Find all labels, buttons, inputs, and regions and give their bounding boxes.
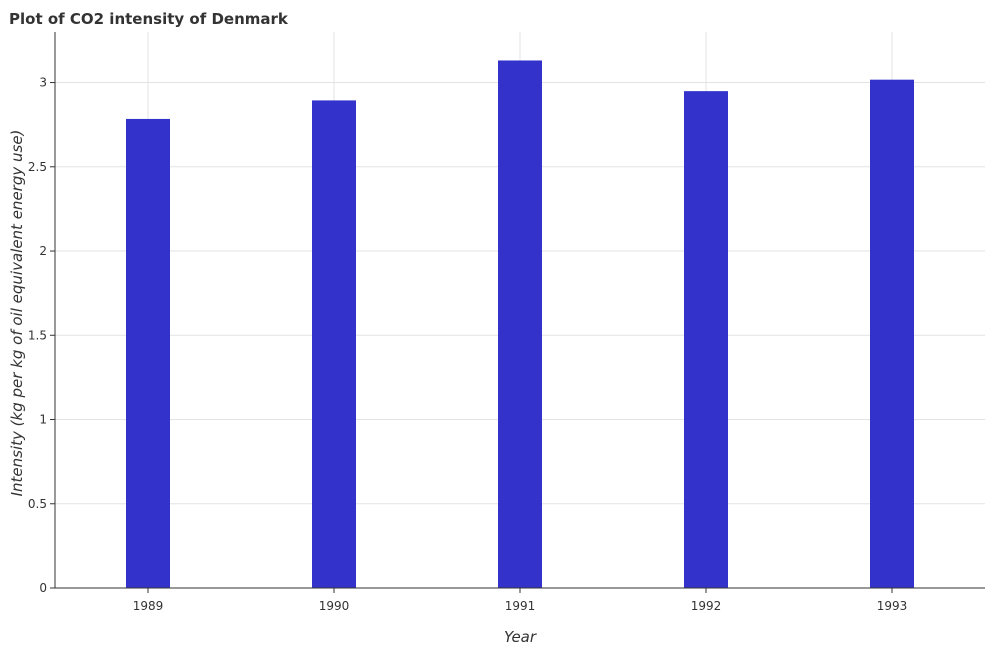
chart-title: Plot of CO2 intensity of Denmark — [9, 10, 289, 28]
y-tick-label: 1 — [39, 413, 47, 427]
bar-1989 — [126, 118, 170, 589]
x-axis-title: Year — [504, 628, 537, 646]
x-tick-label: 1991 — [505, 599, 536, 613]
x-tick-label: 1989 — [133, 599, 164, 613]
bar-1991 — [498, 60, 542, 588]
y-tick-label: 0.5 — [28, 497, 47, 511]
y-tick-label: 2 — [39, 244, 47, 258]
bar-1992 — [684, 91, 728, 588]
y-tick-label: 0 — [39, 581, 47, 595]
y-axis-title: Intensity (kg per kg of oil equivalent e… — [8, 130, 26, 497]
axes: 0 0.5 1 1.5 2 2.5 3 1989 1990 1991 1992 1993 — [28, 32, 985, 613]
bar-1990 — [312, 100, 356, 588]
bar-1993 — [870, 79, 914, 588]
y-tick-label: 2.5 — [28, 160, 47, 174]
x-tick-label: 1992 — [691, 599, 722, 613]
y-tick-label: 3 — [39, 76, 47, 90]
bars — [126, 60, 914, 589]
x-tick-label: 1990 — [319, 599, 350, 613]
y-tick-label: 1.5 — [28, 328, 47, 342]
x-tick-label: 1993 — [877, 599, 908, 613]
